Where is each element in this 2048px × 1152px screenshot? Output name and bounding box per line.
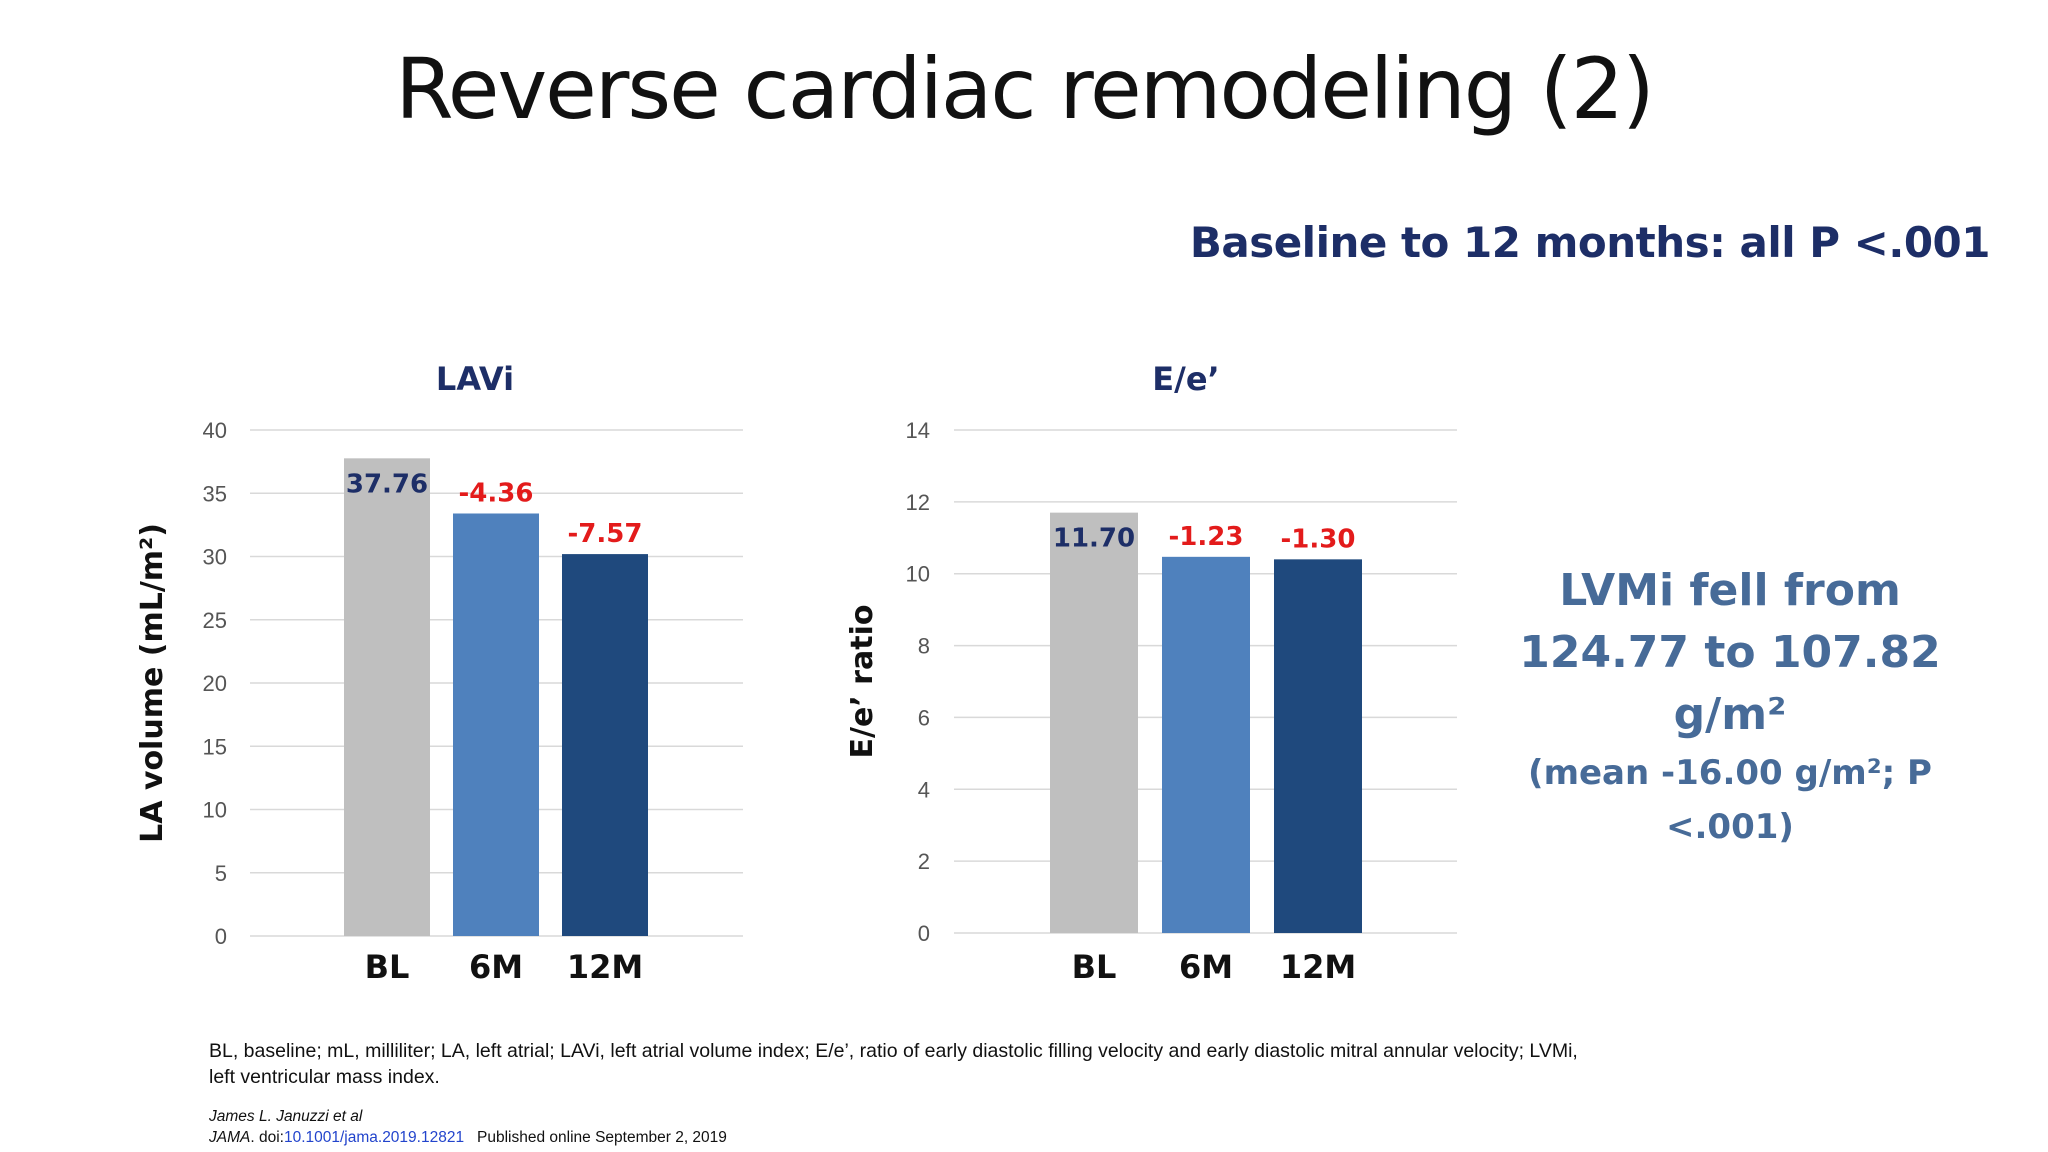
lavi-category-label: 12M [567, 948, 643, 986]
ee-category-label: BL [1072, 948, 1117, 986]
ee-bar-12m [1274, 559, 1362, 933]
ee-category-label: 6M [1179, 948, 1233, 986]
ee-y-tick-label: 12 [906, 490, 930, 515]
ee-y-tick-label: 6 [918, 705, 930, 730]
lavi-chart-title: LAVi [436, 360, 514, 398]
citation-doi-prefix: . doi: [250, 1129, 284, 1146]
significance-subtitle: Baseline to 12 months: all P <.001 [1189, 218, 1991, 267]
ee-data-label-bl: 11.70 [1053, 524, 1135, 554]
lavi-y-tick-label: 5 [215, 861, 227, 886]
abbreviations-footnote: BL, baseline; mL, milliliter; LA, left a… [209, 1040, 1578, 1088]
lavi-bar-6m [453, 513, 539, 936]
lvmi-callout: LVMi fell from 124.77 to 107.82 g/m² (me… [1460, 560, 2000, 854]
ee-y-tick-label: 4 [918, 777, 930, 802]
ee-y-tick-label: 8 [918, 634, 930, 659]
lavi-y-tick-label: 35 [203, 481, 227, 506]
ee-y-tick-label: 14 [906, 418, 930, 443]
lvmi-line-1: LVMi fell from [1559, 565, 1901, 616]
lavi-y-tick-label: 40 [203, 418, 227, 443]
lvmi-line-3: (mean -16.00 g/m²; P <.001) [1528, 753, 1932, 847]
lavi-y-tick-label: 0 [215, 924, 227, 949]
ee-y-tick-label: 10 [906, 562, 930, 587]
lavi-data-label-bl: 37.76 [346, 469, 428, 499]
ee-bar-6m [1162, 556, 1250, 933]
ee-y-tick-label: 2 [918, 849, 930, 874]
citation-published: Published online September 2, 2019 [477, 1129, 727, 1146]
citation-line: JAMA. doi:10.1001/jama.2019.12821 Publis… [209, 1127, 727, 1148]
lavi-category-label: 6M [469, 948, 523, 986]
ee-bar-bl [1050, 512, 1138, 933]
lavi-y-tick-label: 30 [203, 545, 227, 570]
ee-category-label: 12M [1280, 948, 1356, 986]
lavi-y-tick-label: 10 [203, 798, 227, 823]
citation-journal: JAMA [209, 1129, 251, 1146]
ee-y-tick-label: 0 [918, 921, 930, 946]
citation-author: James L. Januzzi et al [209, 1108, 363, 1125]
lavi-data-label-12m: -7.57 [568, 519, 643, 549]
lavi-y-axis-label: LA volume (mL/m²) [135, 523, 170, 843]
ee-y-axis-label: E/e’ ratio [845, 605, 880, 759]
lavi-bar-12m [562, 554, 648, 936]
lvmi-line-2: 124.77 to 107.82 g/m² [1519, 627, 1941, 740]
ee-chart-title: E/e’ [1152, 360, 1219, 398]
ee-data-label-12m: -1.30 [1281, 524, 1356, 554]
citation-doi-link[interactable]: 10.1001/jama.2019.12821 [283, 1129, 465, 1146]
ee-data-label-6m: -1.23 [1169, 522, 1244, 552]
lavi-y-tick-label: 15 [203, 734, 227, 759]
lavi-data-label-6m: -4.36 [459, 478, 534, 508]
lavi-y-tick-label: 20 [203, 671, 227, 696]
lavi-bar-bl [344, 458, 430, 936]
citation: James L. Januzzi et al JAMA. doi:10.1001… [209, 1106, 727, 1148]
slide-title: Reverse cardiac remodeling (2) [395, 40, 1655, 138]
lavi-y-tick-label: 25 [203, 608, 227, 633]
lavi-category-label: BL [365, 948, 410, 986]
